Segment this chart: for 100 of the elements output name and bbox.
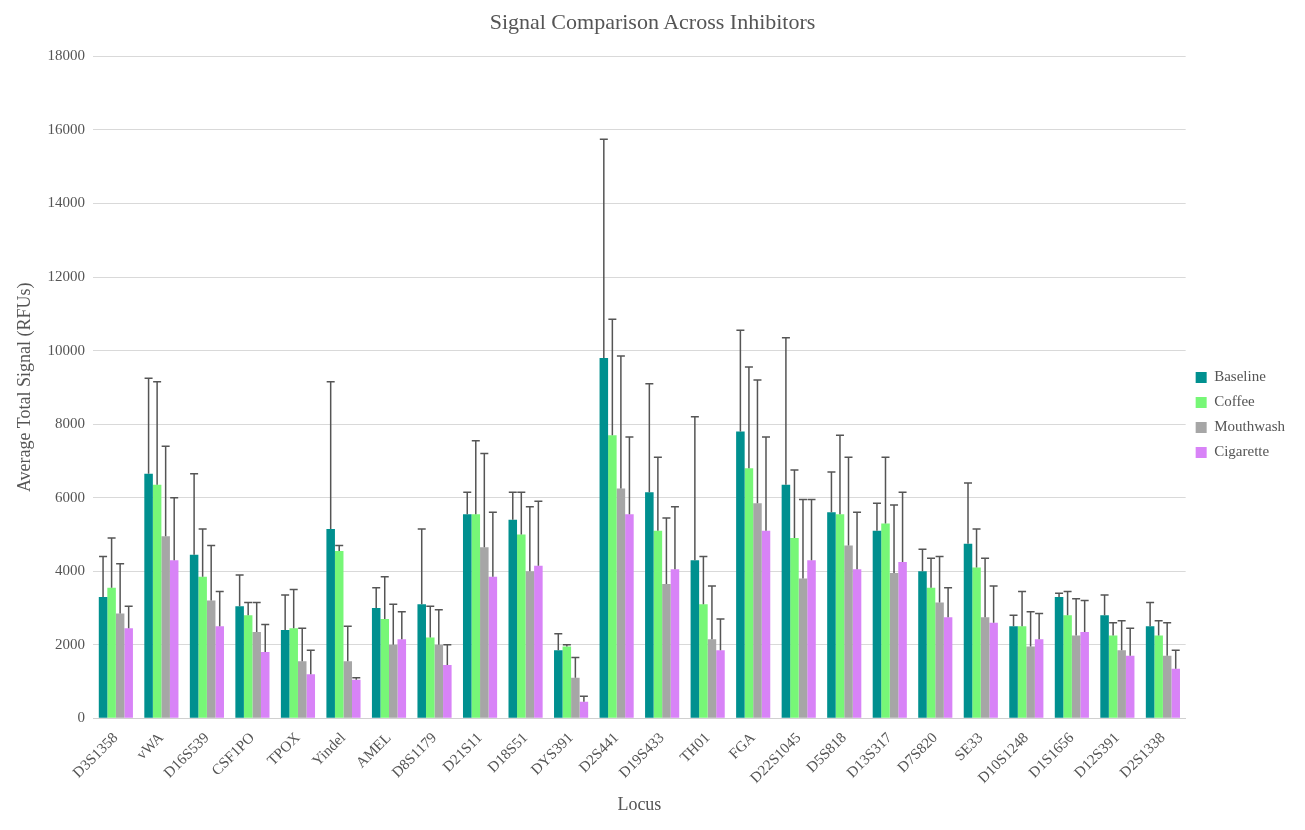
bar [1125,655,1135,718]
chart-title: Signal Comparison Across Inhibitors [489,8,816,34]
y-tick-label: 18000 [47,47,86,64]
bar [852,569,862,718]
bar [115,613,125,718]
bar [1100,615,1109,718]
y-tick-label: 10000 [47,341,86,358]
bar [198,576,207,718]
bar [1054,596,1064,718]
x-axis-title: Locus [617,793,662,814]
bar [653,530,663,718]
legend-label: Baseline [1214,368,1267,385]
bar [1017,626,1027,718]
bar [989,622,998,718]
bar [562,646,572,718]
bar [480,547,489,718]
bar [935,602,944,718]
bar [525,571,535,718]
bar [488,576,498,718]
bar [1145,626,1155,718]
bar [645,492,654,718]
bar [389,644,398,718]
y-tick-label: 0 [77,709,86,726]
bar [736,431,745,718]
bar [926,587,936,718]
bar [144,473,153,718]
bar [189,554,199,718]
bar [260,652,270,718]
bar [462,514,472,718]
bar [235,606,244,718]
bar [1034,639,1044,718]
bar [280,630,290,718]
bar [781,484,791,718]
bar [152,484,162,718]
bar [625,514,634,718]
bar [471,514,481,718]
bar [554,650,563,718]
bar [716,650,725,718]
bar [798,578,808,718]
bar [371,607,381,718]
bar [169,560,179,718]
bar [161,536,170,718]
bar [306,674,316,718]
y-tick-label: 2000 [55,635,86,652]
y-tick-label: 8000 [55,415,86,432]
x-tick-label: vWA [133,729,167,763]
bar [1071,635,1081,718]
bar [1009,626,1018,718]
bar [980,617,990,718]
bar [243,615,253,718]
bar [707,639,717,718]
bar [616,488,626,718]
bar [297,661,307,718]
bar [744,468,754,718]
bar [252,631,261,718]
bar [107,587,116,718]
y-tick-label: 12000 [47,267,86,284]
y-tick-label: 14000 [47,194,86,211]
legend-label: Cigarette [1214,443,1270,460]
bar [1026,646,1035,718]
bar [753,503,762,718]
bar [98,596,108,718]
bar [827,512,836,718]
bar [972,567,981,718]
bar [326,528,335,718]
bar [343,661,353,718]
bar [1108,635,1118,718]
legend-label: Coffee [1214,393,1256,410]
bar [943,617,953,718]
bar [690,560,700,718]
bar [334,550,344,718]
bar [124,628,133,718]
bar [835,514,845,718]
bar [1162,655,1172,718]
y-axis-title: Average Total Signal (RFUs) [13,282,35,493]
bar [534,565,543,718]
bar [215,626,224,718]
bar [1080,631,1089,718]
bar [807,560,816,718]
bar [898,562,907,718]
bar [1117,650,1126,718]
bar [662,584,671,718]
bar [790,538,799,718]
bar [1154,635,1163,718]
y-tick-label: 4000 [55,562,86,579]
bar [670,569,680,718]
bar [599,357,609,718]
bar [434,644,444,718]
bar [608,435,617,718]
bar [881,523,890,718]
bar [206,600,216,718]
bar [1171,668,1180,718]
bar [352,679,361,718]
bar [918,571,927,718]
bar [844,545,853,718]
bar [443,664,452,718]
bar [425,637,435,718]
y-tick-label: 6000 [55,488,86,505]
bar [889,573,899,718]
bar [571,677,580,718]
